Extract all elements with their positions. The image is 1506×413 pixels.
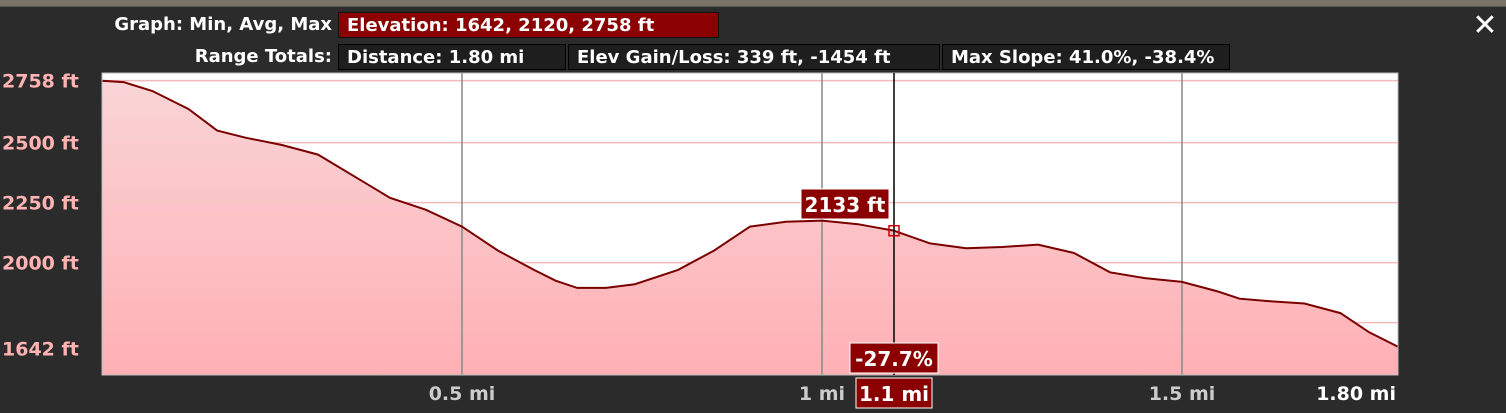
- cursor-point-marker: [888, 224, 900, 237]
- elevation-chart[interactable]: 2758 ft 2500 ft 2250 ft 2000 ft 1642 ft 0.5 …: [0, 7, 1506, 413]
- graph-label: Graph: Min, Avg, Max: [114, 14, 332, 35]
- close-icon[interactable]: ✕: [1472, 8, 1498, 43]
- elevation-profile-panel: Graph: Min, Avg, Max Elevation: 1642, 21…: [0, 6, 1506, 413]
- cursor-elevation-label: 2133 ft: [805, 193, 886, 217]
- elev-gain-loss-box: Elev Gain/Loss: 339 ft, -1454 ft: [568, 44, 940, 70]
- vertical-gridlines: [461, 73, 1183, 375]
- y-tick-label: 2250 ft: [2, 193, 79, 215]
- x-tick-label: 0.5 mi: [429, 383, 496, 405]
- cursor-group: 2133 ft -27.7% 1.1 mi: [800, 73, 939, 409]
- cursor-slope-tag: [849, 342, 939, 374]
- y-tick-label: 1642 ft: [2, 339, 79, 361]
- elevation-area: [102, 80, 1398, 375]
- max-slope-box: Max Slope: 41.0%, -38.4%: [942, 44, 1230, 70]
- x-tick-label: 1.80 mi: [1316, 383, 1396, 405]
- y-tick-label: 2758 ft: [2, 71, 79, 93]
- plot-border: [101, 72, 1399, 376]
- cursor-distance-label: 1.1 mi: [859, 382, 929, 406]
- y-tick-label: 2000 ft: [2, 253, 79, 275]
- x-axis-ticks: 0.5 mi 1 mi 1.5 mi 1.80 mi: [429, 383, 1396, 405]
- cursor-elevation-tag: [800, 188, 890, 220]
- elevation-summary-box: Elevation: 1642, 2120, 2758 ft: [338, 12, 719, 38]
- distance-box: Distance: 1.80 mi: [338, 44, 566, 70]
- x-tick-label: 1 mi: [799, 383, 845, 405]
- cursor-slope-label: -27.7%: [855, 347, 933, 371]
- elevation-line: [101, 79, 1399, 348]
- range-totals-label: Range Totals:: [194, 46, 332, 67]
- y-axis-ticks: 2758 ft 2500 ft 2250 ft 2000 ft 1642 ft: [2, 71, 79, 361]
- x-tick-label: 1.5 mi: [1149, 383, 1216, 405]
- y-tick-label: 2500 ft: [2, 133, 79, 155]
- cursor-distance-tag: [855, 377, 933, 409]
